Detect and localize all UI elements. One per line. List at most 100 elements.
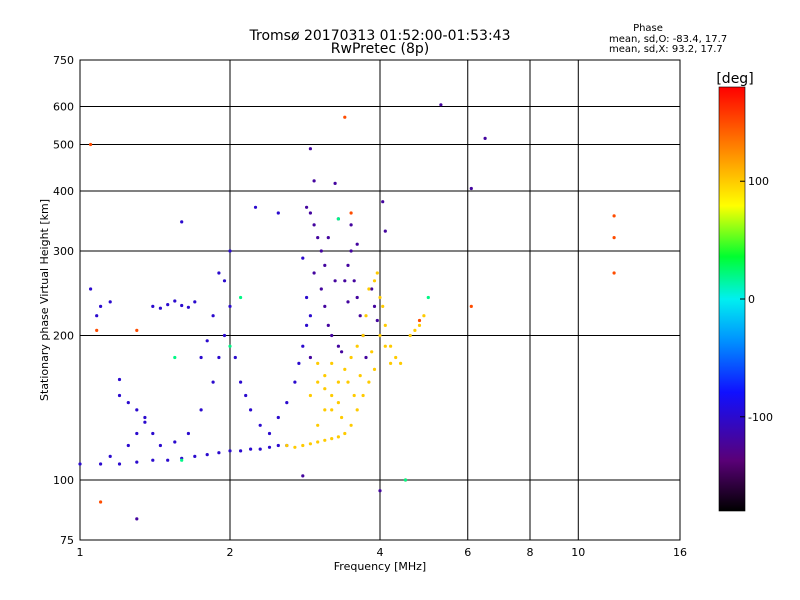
- data-point: [346, 380, 350, 384]
- grid-lines: [79, 59, 681, 541]
- y-tick-label: 100: [53, 474, 74, 487]
- y-tick-label: 600: [53, 101, 74, 114]
- x-tick-label: 6: [464, 546, 471, 559]
- data-point: [305, 205, 309, 209]
- data-point: [422, 314, 426, 318]
- data-point: [378, 333, 382, 338]
- data-point: [180, 220, 184, 224]
- data-point: [383, 229, 387, 233]
- data-point: [372, 367, 377, 371]
- data-point: [166, 458, 170, 462]
- data-point: [301, 256, 305, 260]
- data-point: [417, 318, 422, 323]
- data-point: [349, 223, 353, 227]
- data-point: [378, 295, 382, 300]
- data-point: [135, 431, 139, 436]
- data-point: [151, 458, 155, 462]
- data-point: [244, 393, 248, 398]
- x-tick-label: 8: [527, 546, 534, 559]
- data-point: [483, 136, 487, 140]
- y-tick-label: 400: [53, 185, 74, 198]
- data-point: [367, 380, 371, 384]
- data-point: [316, 440, 320, 444]
- data-point: [151, 431, 155, 436]
- data-point: [222, 279, 227, 283]
- data-point: [319, 287, 323, 291]
- data-point: [343, 367, 347, 371]
- data-point: [343, 431, 347, 436]
- data-point: [186, 305, 190, 309]
- data-point: [336, 344, 340, 348]
- data-point: [361, 393, 365, 398]
- data-point: [389, 361, 393, 365]
- data-point: [352, 393, 356, 398]
- data-point: [343, 279, 347, 283]
- data-point: [349, 249, 353, 253]
- data-point: [312, 271, 316, 275]
- data-point: [316, 361, 320, 365]
- data-point: [323, 387, 327, 391]
- x-tick-label: 10: [571, 546, 585, 559]
- data-point: [358, 374, 362, 378]
- data-point: [316, 423, 320, 427]
- data-point: [323, 374, 327, 378]
- data-point: [355, 295, 359, 300]
- data-point: [285, 401, 289, 405]
- data-point: [205, 453, 209, 457]
- data-point: [180, 458, 184, 462]
- data-point: [349, 355, 353, 360]
- data-point: [355, 242, 359, 246]
- data-point: [217, 271, 221, 275]
- data-point: [361, 333, 365, 338]
- data-point: [340, 350, 344, 354]
- data-point: [126, 443, 130, 448]
- data-point: [308, 211, 312, 215]
- colorbar: [deg] 100 0 -100: [716, 71, 773, 512]
- data-point: [228, 249, 232, 253]
- data-point: [239, 295, 243, 300]
- data-point: [143, 415, 147, 420]
- data-point: [308, 314, 312, 318]
- data-point: [312, 223, 316, 227]
- data-point: [381, 200, 385, 204]
- y-tick-label: 75: [60, 534, 74, 547]
- data-point: [186, 431, 190, 436]
- data-point: [151, 304, 155, 308]
- data-point: [199, 355, 203, 360]
- data-point: [143, 420, 147, 424]
- data-point: [308, 147, 312, 151]
- data-point: [293, 445, 297, 449]
- data-point: [323, 304, 327, 308]
- x-axis-label: Frequency [MHz]: [334, 560, 426, 573]
- data-point: [469, 186, 473, 191]
- data-point: [173, 355, 177, 360]
- data-point: [308, 442, 312, 446]
- data-point: [340, 415, 344, 420]
- x-tick-label: 4: [377, 546, 384, 559]
- data-point: [239, 380, 243, 384]
- colorbar-tick-label: -100: [748, 411, 773, 424]
- data-point: [267, 445, 272, 449]
- data-point: [228, 304, 232, 308]
- data-point: [352, 279, 356, 283]
- data-point: [297, 361, 301, 365]
- x-tick-label: 2: [227, 546, 234, 559]
- data-point: [95, 314, 99, 318]
- y-tick-label: 300: [53, 245, 74, 258]
- data-point: [222, 333, 227, 338]
- data-point: [364, 355, 368, 360]
- chart-subtitle: RwPretec (8p): [331, 41, 429, 57]
- data-point: [293, 380, 297, 384]
- stats-x-mode: mean, sd,X: 93.2, 17.7: [609, 44, 723, 55]
- data-point: [126, 401, 130, 405]
- data-point: [370, 350, 374, 354]
- data-point: [199, 408, 203, 412]
- data-point: [612, 271, 616, 275]
- data-point: [217, 451, 221, 455]
- data-point: [389, 344, 393, 348]
- data-point: [173, 299, 177, 303]
- data-point: [135, 517, 139, 521]
- data-point: [228, 344, 232, 348]
- colorbar-label: [deg]: [716, 71, 753, 87]
